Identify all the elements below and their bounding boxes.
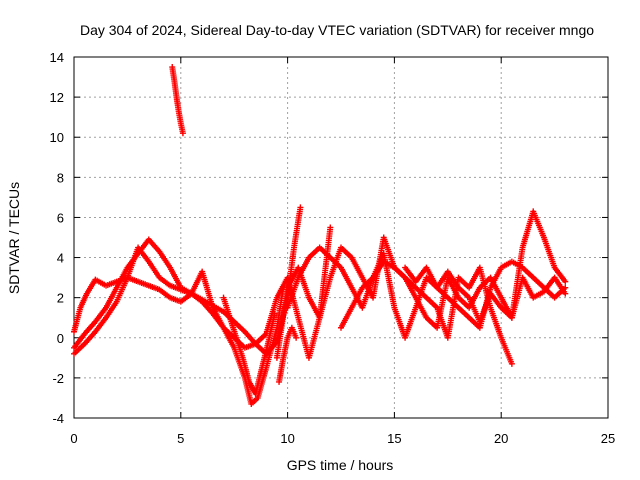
series-track-8 bbox=[402, 264, 569, 325]
data-point bbox=[293, 334, 300, 341]
data-point bbox=[562, 278, 569, 285]
y-tick-label: -2 bbox=[52, 371, 64, 386]
data-point bbox=[327, 224, 334, 231]
data-point bbox=[508, 360, 515, 367]
y-tick-label: -4 bbox=[52, 411, 64, 426]
y-tick-label: 0 bbox=[57, 331, 64, 346]
x-tick-label: 15 bbox=[387, 431, 401, 446]
chart-title: Day 304 of 2024, Sidereal Day-to-day VTE… bbox=[80, 22, 594, 38]
y-tick-label: 2 bbox=[57, 291, 64, 306]
x-tick-label: 5 bbox=[177, 431, 184, 446]
data-point bbox=[271, 310, 278, 317]
y-tick-label: 10 bbox=[50, 130, 64, 145]
data-point bbox=[179, 130, 186, 137]
y-tick-label: 14 bbox=[50, 50, 64, 65]
data-points bbox=[71, 64, 569, 407]
y-tick-label: 4 bbox=[57, 251, 64, 266]
axis-ticks bbox=[73, 56, 609, 419]
series-track-9 bbox=[220, 294, 278, 397]
series-track-7 bbox=[338, 258, 515, 367]
y-tick-label: 12 bbox=[50, 90, 64, 105]
y-axis-title: SDTVAR / TECUs bbox=[6, 182, 22, 294]
data-point bbox=[297, 204, 304, 211]
y-tick-label: 8 bbox=[57, 170, 64, 185]
plot-frame bbox=[73, 56, 609, 419]
y-tick-labels: -4 -2 0 2 4 6 8 10 12 14 bbox=[50, 50, 64, 426]
y-tick-label: 6 bbox=[57, 210, 64, 225]
x-tick-label: 25 bbox=[601, 431, 615, 446]
series-track-10 bbox=[276, 324, 300, 385]
x-axis-title: GPS time / hours bbox=[287, 457, 394, 473]
x-tick-labels: 0 5 10 15 20 25 bbox=[70, 431, 615, 446]
series-track-4 bbox=[169, 64, 186, 137]
x-tick-label: 20 bbox=[494, 431, 508, 446]
data-point bbox=[562, 290, 569, 297]
x-tick-label: 10 bbox=[280, 431, 294, 446]
x-tick-label: 0 bbox=[70, 431, 77, 446]
